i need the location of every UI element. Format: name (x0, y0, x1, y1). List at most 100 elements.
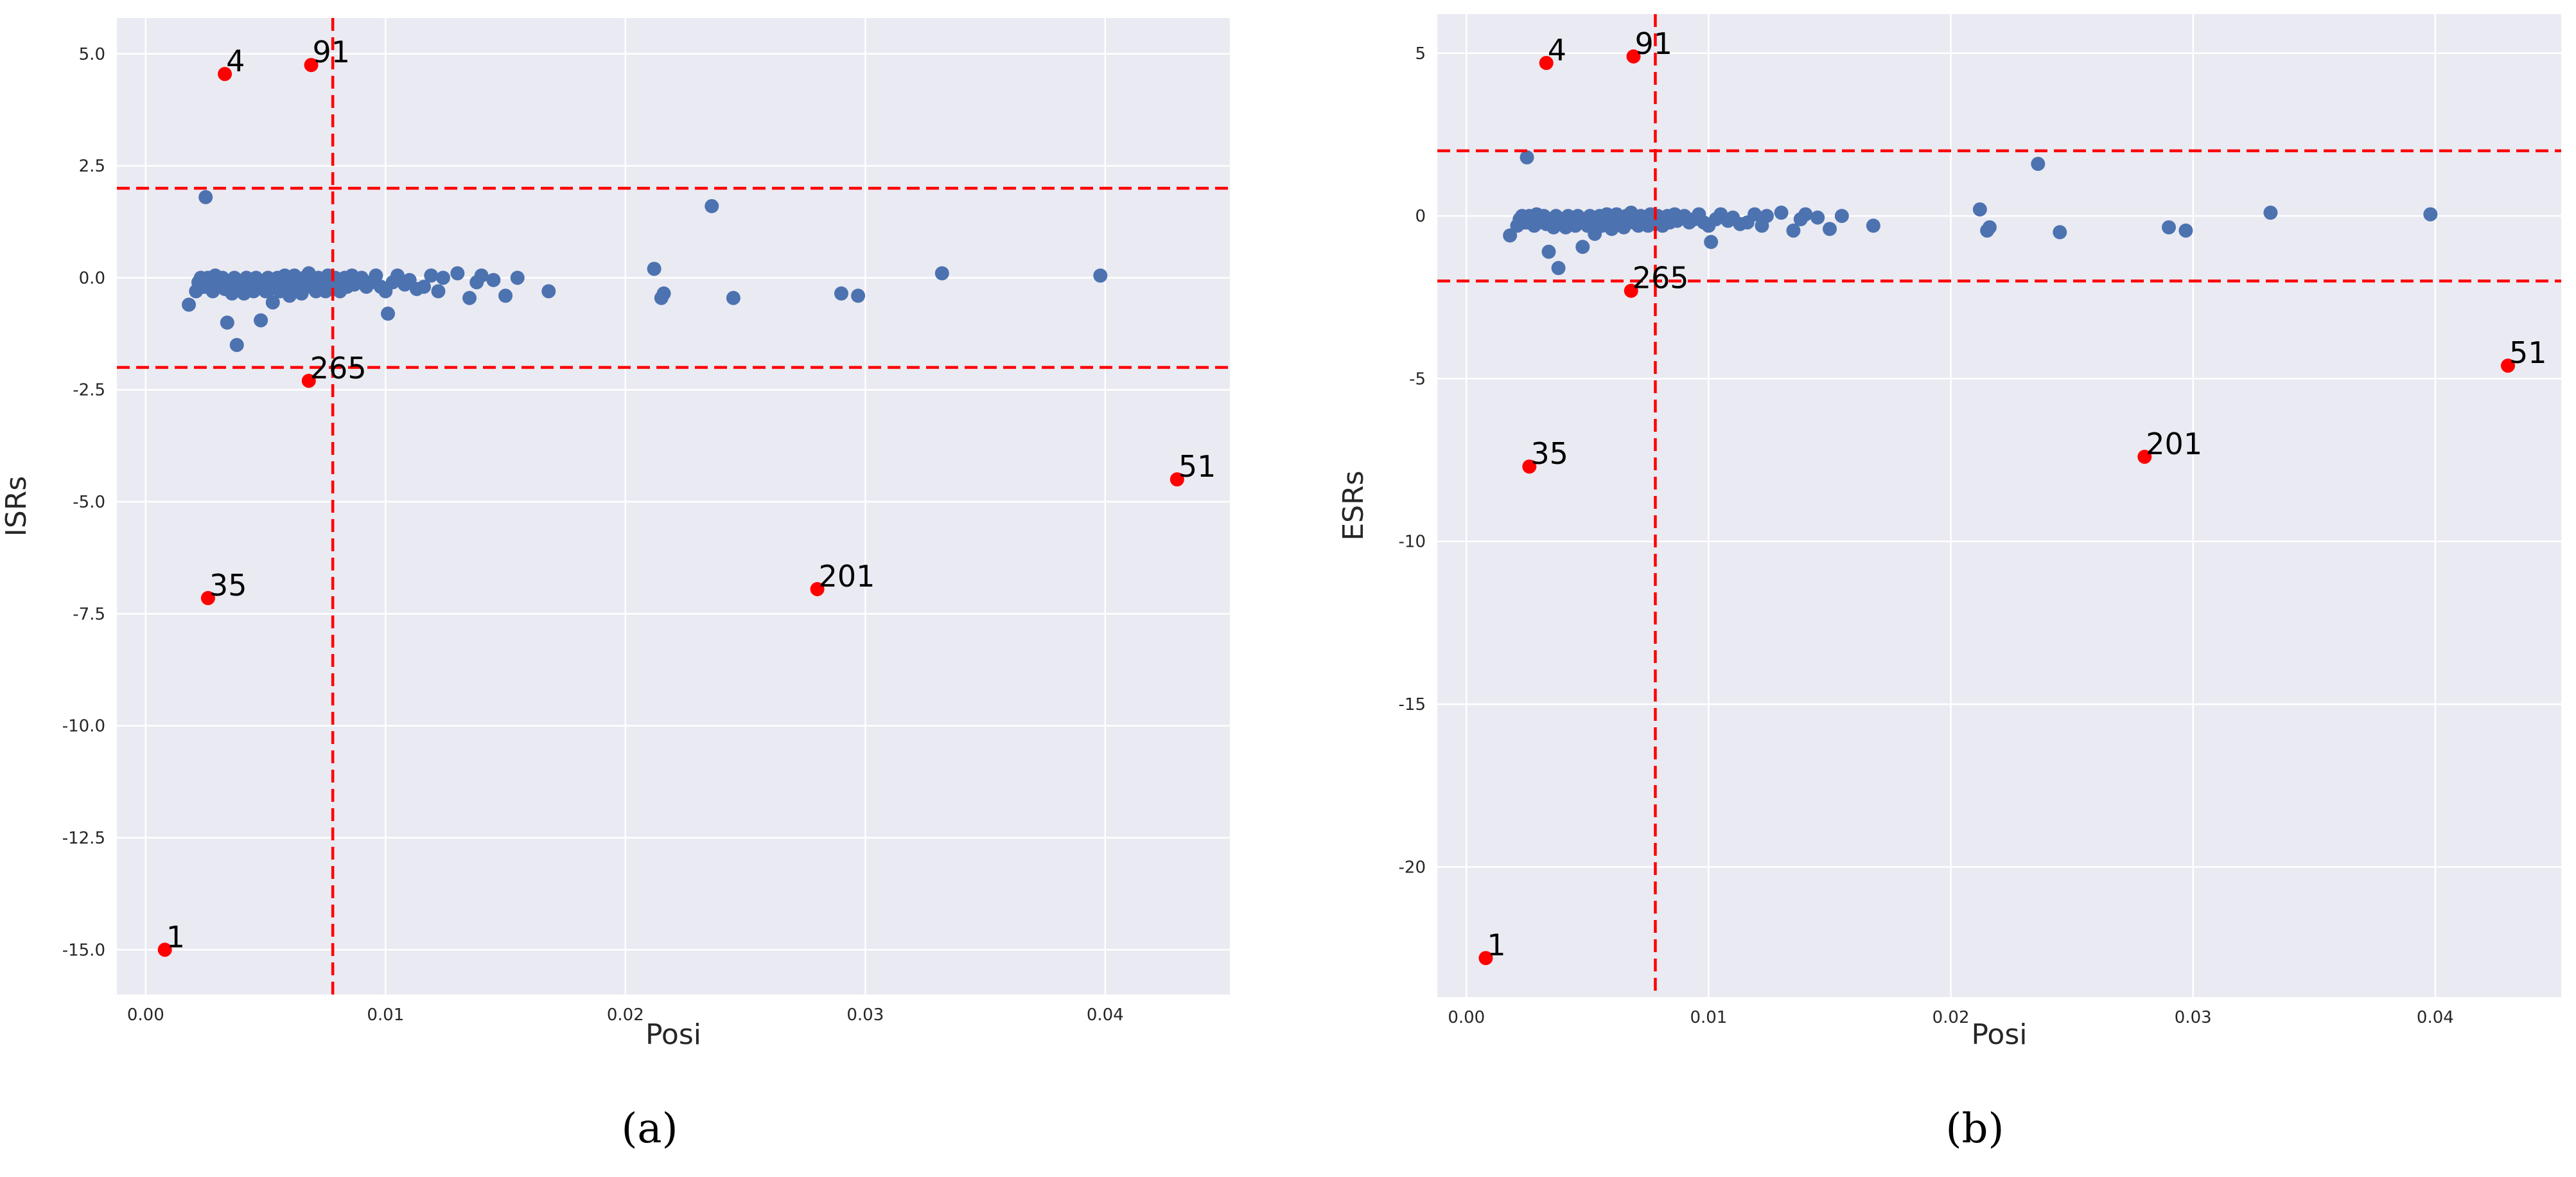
chart-b-data-point (2053, 225, 2067, 240)
chart-a-data-point (424, 268, 439, 283)
chart-a-data-point (474, 268, 489, 283)
chart-a-data-point (182, 297, 197, 312)
chart-a-outlier-point (157, 942, 172, 957)
chart-a-x-tick-label: 0.00 (127, 1005, 164, 1025)
chart-b-data-point (2423, 207, 2438, 222)
chart-b-outlier-point (2137, 450, 2152, 465)
chart-b-data-point (1866, 218, 1880, 233)
chart-a-outlier-label: 35 (209, 568, 247, 603)
chart-b-data-point (1575, 240, 1590, 254)
chart-a-y-tick-label: -5.0 (73, 493, 105, 512)
chart-b-y-axis-title: ESRs (1337, 470, 1370, 540)
chart-b-y-tick-label: -20 (1399, 858, 1426, 877)
chart-a-data-point (381, 306, 396, 321)
chart-a-data-point (229, 337, 244, 352)
chart-a-data-point (198, 190, 213, 204)
chart-a-data-point (369, 268, 383, 283)
chart-a-data-point (498, 288, 513, 303)
chart-b-data-point (1759, 209, 1774, 224)
chart-a-outlier-point (301, 373, 316, 388)
chart-a-data-point (834, 286, 848, 301)
chart-a-outlier-point (218, 67, 232, 82)
chart-a-data-point (431, 284, 446, 299)
chart-b-y-tick-label: 5 (1415, 44, 1426, 64)
chart-a-outlier-point (304, 58, 319, 73)
chart-a-data-point (220, 315, 234, 330)
chart-b-data-point (2263, 206, 2278, 220)
chart-a-data-point (656, 286, 671, 301)
chart-b-data-point (2031, 157, 2046, 172)
chart-a-data-point (265, 295, 280, 310)
chart-b-data-point (2178, 223, 2193, 238)
chart-b-y-tick-label: -10 (1399, 533, 1426, 552)
chart-a-y-tick-label: -10.0 (62, 717, 105, 736)
chart-b-data-point (1541, 244, 1556, 259)
chart-b-outlier-point (1626, 49, 1641, 64)
chart-a: 0.00 0.01 0.02 0.03 0.04-15.0-12.5-10.0-7.5-… (0, 18, 1230, 1153)
chart-a-data-point (934, 266, 949, 281)
chart-a-y-tick-label: 2.5 (79, 157, 105, 176)
chart-b-data-point (1810, 210, 1825, 225)
chart-a-data-point (450, 266, 465, 281)
chart-a-x-axis-title: Posi (645, 1018, 701, 1051)
chart-a-data-point (647, 261, 662, 276)
chart-a-data-point (510, 270, 525, 285)
chart-b-data-point (1704, 235, 1719, 249)
chart-b-outlier-label: 35 (1530, 436, 1568, 471)
chart-a-panel-label: (a) (621, 1105, 678, 1153)
chart-a-y-tick-label: -15.0 (62, 941, 105, 960)
chart-b-outlier-label: 265 (1633, 261, 1689, 296)
chart-b-outlier-point (1539, 55, 1554, 70)
chart-a-data-point (541, 284, 556, 299)
chart-a-outlier-label: 51 (1178, 449, 1216, 484)
chart-a-outlier-label: 91 (313, 35, 351, 69)
chart-b-plot-area (1437, 14, 2561, 997)
chart-a-data-point (1093, 268, 1108, 283)
chart-b-data-point (1972, 202, 1987, 217)
chart-a-data-point (417, 279, 432, 294)
chart-b-outlier-point (1522, 459, 1537, 474)
chart-a-x-tick-label: 0.01 (367, 1005, 404, 1025)
chart-a-data-point (254, 313, 268, 328)
chart-b-data-point (2162, 220, 2177, 235)
chart-b-data-point (1822, 222, 1837, 236)
chart-b: 0.00 0.01 0.02 0.03 0.04 -20 -15 -10 -5 0 5 4 91 265 3… (1337, 14, 2561, 1153)
chart-a-outlier-label: 265 (310, 351, 367, 385)
chart-a-data-point (726, 290, 740, 305)
chart-b-data-point (1520, 150, 1534, 164)
chart-a-x-tick-label: 0.04 (1087, 1005, 1124, 1025)
chart-b-data-point (1786, 223, 1801, 238)
chart-a-x-tick-label: 0.03 (846, 1005, 884, 1025)
chart-b-data-point (1551, 261, 1566, 276)
chart-a-y-tick-label: -2.5 (73, 381, 105, 400)
chart-a-y-tick-label: -12.5 (62, 829, 105, 848)
chart-b-y-tick-label: 0 (1415, 207, 1426, 226)
chart-b-x-tick-label: 0.02 (1932, 1008, 1970, 1027)
chart-b-outlier-label: 1 (1487, 928, 1505, 962)
chart-a-outlier-point (810, 581, 825, 596)
chart-b-data-point (1774, 206, 1789, 220)
chart-b-outlier-point (1478, 951, 1493, 966)
chart-b-x-tick-label: 0.04 (2417, 1008, 2454, 1027)
chart-b-x-tick-label: 0.03 (2175, 1008, 2212, 1027)
chart-b-outlier-point (2501, 358, 2516, 373)
chart-a-data-layer (117, 18, 1230, 995)
chart-a-data-point (851, 288, 866, 303)
chart-a-data-point (486, 272, 501, 287)
chart-b-outlier-label: 51 (2509, 335, 2547, 370)
chart-b-data-point (1982, 220, 1997, 235)
chart-b-data-point (1748, 207, 1762, 222)
chart-a-y-tick-label: 5.0 (79, 45, 105, 64)
chart-b-data-point (1834, 209, 1849, 224)
chart-a-data-point (435, 270, 450, 285)
chart-b-outlier-label: 201 (2146, 427, 2202, 461)
chart-b-y-tick-label: -5 (1409, 369, 1426, 389)
chart-b-data-point (1798, 207, 1813, 222)
chart-a-data-point (462, 290, 477, 305)
chart-a-plot-area (117, 18, 1230, 995)
chart-b-outlier-label: 4 (1548, 33, 1566, 67)
chart-b-data-point (1503, 228, 1518, 243)
chart-a-outlier-point (200, 590, 215, 605)
chart-b-y-tick-label: -15 (1399, 695, 1426, 714)
